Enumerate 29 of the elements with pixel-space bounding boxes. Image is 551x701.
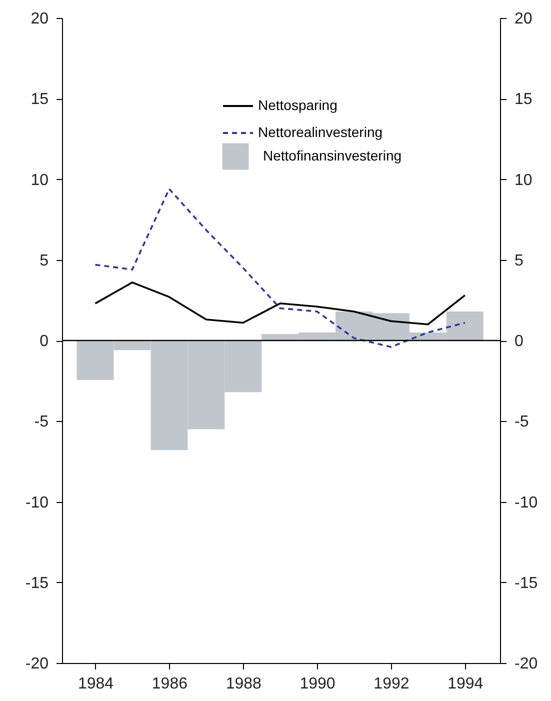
y2-tick-label: 5 [514,252,524,270]
y-tick-label: -20 [25,656,49,672]
line-series [94,188,466,348]
x-tick-label: 1988 [226,676,262,692]
y-tick-label: -10 [25,494,49,512]
y-tick-label: 15 [30,91,49,108]
legend-label: Nettosparing [258,97,338,113]
y-tick-label: 0 [40,333,49,350]
y-tick-label: 20 [30,10,49,28]
y2-tick-label: -15 [514,574,538,592]
x-tick-label: 1990 [300,676,336,692]
legend-label: Nettofinansinvestering [263,148,402,164]
y2-tick-label: 0 [514,333,524,350]
y2-tick-label: -10 [514,494,538,512]
x-tick-label: 1986 [152,676,188,692]
y2-tick-label: -5 [514,414,529,431]
y2-tick-label: -20 [514,656,538,672]
y2-tick-label: 10 [514,172,532,189]
y-tick-label: -15 [25,574,49,592]
x-tick-label: 1984 [78,676,114,692]
x-tick-label: 1994 [448,676,484,692]
y2-tick-label: 20 [514,10,532,28]
y-tick-label: 10 [30,172,49,189]
y-tick-label: -5 [34,414,49,431]
y-tick-label: 5 [40,252,49,270]
x-tick-label: 1992 [374,676,410,692]
y2-tick-label: 15 [514,91,532,108]
legend-label: Nettorealinvestering [258,124,383,140]
line-series [94,282,466,326]
